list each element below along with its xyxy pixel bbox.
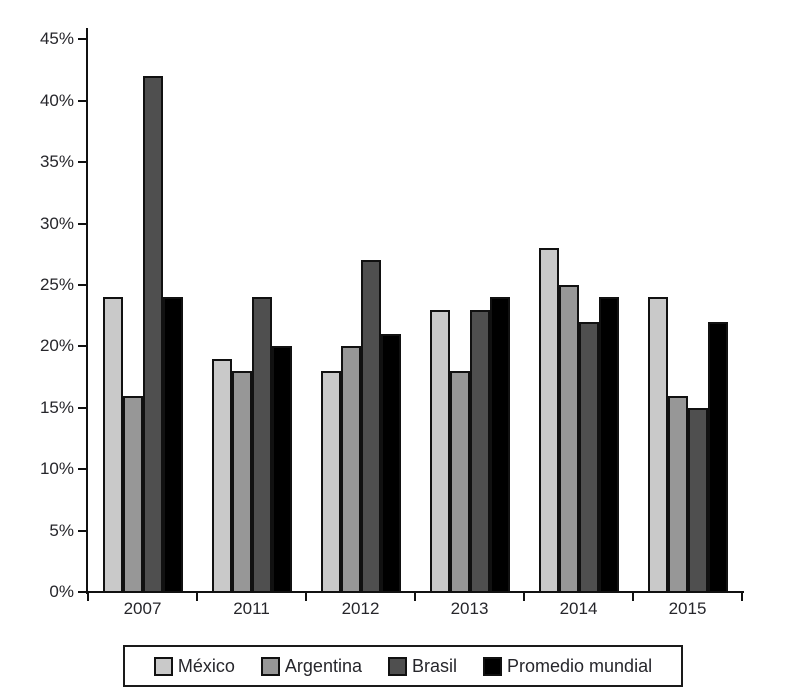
y-axis-tick-label: 25% [39, 275, 74, 294]
bar-group-2012 [306, 260, 415, 592]
bar-mexico-2013 [429, 310, 450, 592]
y-axis-tick-label: 20% [39, 336, 74, 356]
y-axis-tick [78, 38, 86, 41]
bar-promedio-mundial-2012 [380, 334, 401, 592]
bar-promedio-mundial-2011 [271, 346, 292, 592]
x-axis-label-2011: 2011 [233, 599, 270, 618]
x-axis-label-2012: 2012 [341, 599, 380, 618]
bar-group-2011 [197, 297, 306, 592]
x-axis-tick [523, 593, 525, 601]
bar-promedio-mundial-2013 [489, 297, 510, 592]
x-axis-tick [632, 593, 634, 601]
y-axis-tick [78, 284, 86, 286]
bar-argentina-2014 [558, 285, 579, 592]
bar-group-2013 [415, 297, 524, 592]
bar-argentina-2011 [231, 371, 252, 592]
bar-group-2014 [524, 248, 633, 592]
bar-group-2007 [88, 76, 197, 592]
legend-label-argentina: Argentina [284, 655, 362, 676]
x-axis-label-2015: 2015 [668, 599, 707, 618]
y-axis-tick [78, 161, 86, 164]
bar-brasil-2014 [578, 322, 599, 592]
bar-argentina-2015 [667, 396, 688, 592]
y-axis-tick-label: 45% [39, 29, 74, 49]
bar-mexico-2015 [647, 297, 668, 592]
x-axis-tick [87, 593, 89, 601]
bar-brasil-2012 [360, 260, 381, 592]
legend-label-brasil: Brasil [411, 655, 457, 676]
bar-argentina-2007 [122, 396, 143, 592]
x-axis-label-2007: 2007 [123, 599, 162, 618]
x-axis-line [86, 591, 744, 593]
y-axis-tick-label: 0% [49, 582, 74, 601]
plot-area [88, 28, 742, 592]
x-axis-label-2013: 2013 [450, 599, 489, 618]
legend-swatch-mexico [153, 656, 173, 676]
legend-swatch-argentina [260, 656, 280, 676]
y-axis-tick-label: 30% [39, 213, 74, 233]
x-axis-label-2014: 2014 [559, 599, 598, 618]
y-axis-tick [78, 99, 86, 102]
legend-label-promedio-mundial: Promedio mundial [507, 655, 653, 676]
y-axis-tick [78, 591, 86, 593]
legend-swatch-promedio-mundial [483, 656, 502, 676]
bar-mexico-2007 [102, 297, 123, 592]
bar-brasil-2007 [142, 76, 163, 592]
bar-mexico-2012 [320, 371, 341, 592]
y-axis-line [86, 28, 88, 594]
y-axis-tick-label: 15% [39, 397, 74, 417]
legend-item-promedio-mundial: Promedio mundial [483, 656, 652, 677]
legend-item-brasil: Brasil [387, 655, 457, 677]
y-axis-tick [78, 222, 86, 225]
y-axis-tick [78, 406, 86, 409]
bar-argentina-2013 [449, 371, 470, 592]
bar-promedio-mundial-2014 [598, 297, 619, 592]
legend-label-mexico: México [177, 655, 235, 676]
bar-mexico-2014 [538, 248, 559, 592]
bar-group-2015 [633, 297, 742, 592]
bar-mexico-2011 [211, 359, 232, 592]
legend-swatch-brasil [387, 656, 407, 676]
chart-legend: México Argentina Brasil Promedio mundial [123, 645, 683, 687]
bar-brasil-2011 [251, 297, 272, 592]
x-axis-tick [305, 593, 307, 601]
x-axis-tick [741, 593, 743, 601]
bar-brasil-2015 [687, 408, 708, 592]
y-axis-tick [78, 468, 86, 471]
x-axis-tick [414, 593, 416, 601]
bar-promedio-mundial-2015 [707, 322, 728, 592]
y-axis-tick [78, 345, 86, 348]
y-axis-tick-label: 35% [39, 152, 74, 172]
bar-argentina-2012 [340, 346, 361, 592]
y-axis-tick-label: 10% [39, 459, 74, 479]
legend-item-mexico: México [153, 655, 235, 677]
legend-item-argentina: Argentina [260, 655, 362, 677]
bar-brasil-2013 [469, 310, 490, 592]
y-axis-tick-label: 5% [49, 520, 74, 540]
bar-promedio-mundial-2007 [162, 297, 183, 592]
y-axis-tick [78, 529, 86, 532]
y-axis-tick-label: 40% [39, 90, 74, 110]
x-axis-tick [196, 593, 198, 601]
